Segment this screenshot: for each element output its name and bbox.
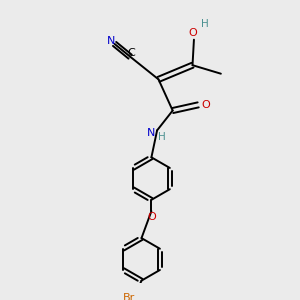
Text: O: O	[201, 100, 210, 110]
Text: Br: Br	[123, 292, 135, 300]
Text: N: N	[107, 35, 116, 46]
Text: O: O	[188, 28, 197, 38]
Text: O: O	[147, 212, 156, 222]
Text: H: H	[201, 19, 208, 29]
Text: C: C	[128, 48, 136, 58]
Text: N: N	[147, 128, 155, 138]
Text: H: H	[158, 132, 166, 142]
